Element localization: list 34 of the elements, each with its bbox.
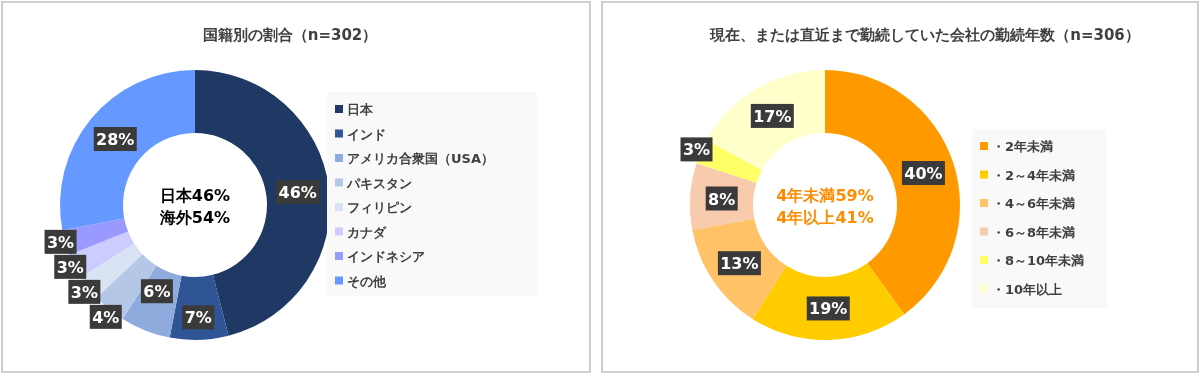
legend-label: ・2～4年未満	[992, 167, 1076, 183]
legend-label: ・8～10年未満	[992, 253, 1085, 268]
text: 4年以上41%	[776, 208, 874, 227]
legend-label: ・10年以上	[992, 281, 1063, 297]
legend-label: アメリカ合衆国（USA）	[347, 151, 494, 166]
text: 日本46%	[159, 186, 231, 205]
chart-title: 国籍別の割合（n=302）	[202, 26, 378, 44]
legend-label: フィリピン	[347, 200, 412, 215]
legend-label: パキスタン	[346, 175, 412, 191]
data-label: 46%	[278, 183, 317, 203]
legend-label: インドネシア	[347, 249, 425, 264]
legend-label: ・4～6年未満	[992, 196, 1076, 211]
legend-label: その他	[347, 273, 387, 289]
chart-title: 現在、または直近まで勤続していた会社の勤続年数（n=306）	[709, 26, 1140, 44]
data-label: 7%	[184, 308, 212, 328]
legend-label: ・6～8年未満	[992, 224, 1076, 240]
legend-label: 日本	[347, 102, 374, 117]
data-label: 40%	[904, 164, 943, 184]
data-label: 8%	[708, 189, 736, 209]
legend-label: インド	[347, 126, 386, 142]
data-label: 13%	[720, 254, 759, 274]
data-label: 17%	[753, 106, 792, 126]
data-label: 4%	[92, 307, 120, 327]
data-label: 28%	[96, 130, 135, 150]
data-label: 3%	[682, 140, 711, 160]
data-label: 3%	[56, 257, 84, 277]
data-label: 19%	[809, 299, 848, 319]
data-label: 3%	[46, 232, 75, 252]
text: 4年未満59%	[776, 186, 874, 205]
legend-label: ・2年未満	[992, 139, 1054, 154]
data-label: 6%	[143, 282, 171, 302]
text: 海外54%	[158, 208, 231, 227]
data-label: 3%	[70, 282, 98, 302]
legend-label: カナダ	[347, 224, 387, 240]
